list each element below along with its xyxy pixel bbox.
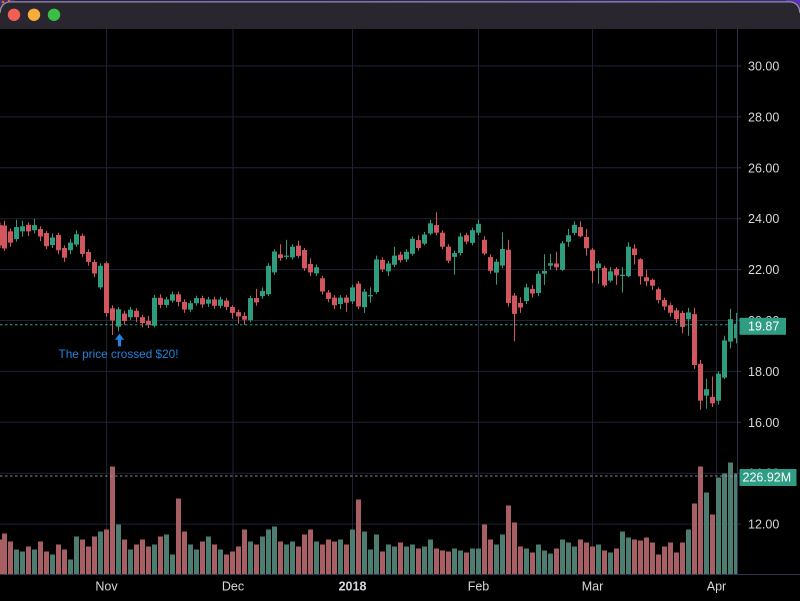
svg-text:30.00: 30.00 <box>748 60 779 74</box>
svg-text:226.92M: 226.92M <box>743 471 792 485</box>
svg-text:16.00: 16.00 <box>748 416 779 430</box>
svg-text:22.00: 22.00 <box>748 263 779 277</box>
svg-text:26.00: 26.00 <box>748 161 779 175</box>
svg-text:The price crossed $20!: The price crossed $20! <box>59 347 179 361</box>
svg-text:24.00: 24.00 <box>748 212 779 226</box>
svg-text:Mar: Mar <box>582 580 604 594</box>
svg-text:Nov: Nov <box>95 580 118 594</box>
svg-text:2018: 2018 <box>339 580 367 594</box>
svg-text:28.00: 28.00 <box>748 110 779 124</box>
svg-text:Dec: Dec <box>222 580 244 594</box>
svg-text:Apr: Apr <box>707 580 726 594</box>
svg-text:12.00: 12.00 <box>748 518 779 532</box>
svg-text:19.87: 19.87 <box>748 320 779 334</box>
svg-text:Feb: Feb <box>468 580 490 594</box>
svg-text:18.00: 18.00 <box>748 365 779 379</box>
